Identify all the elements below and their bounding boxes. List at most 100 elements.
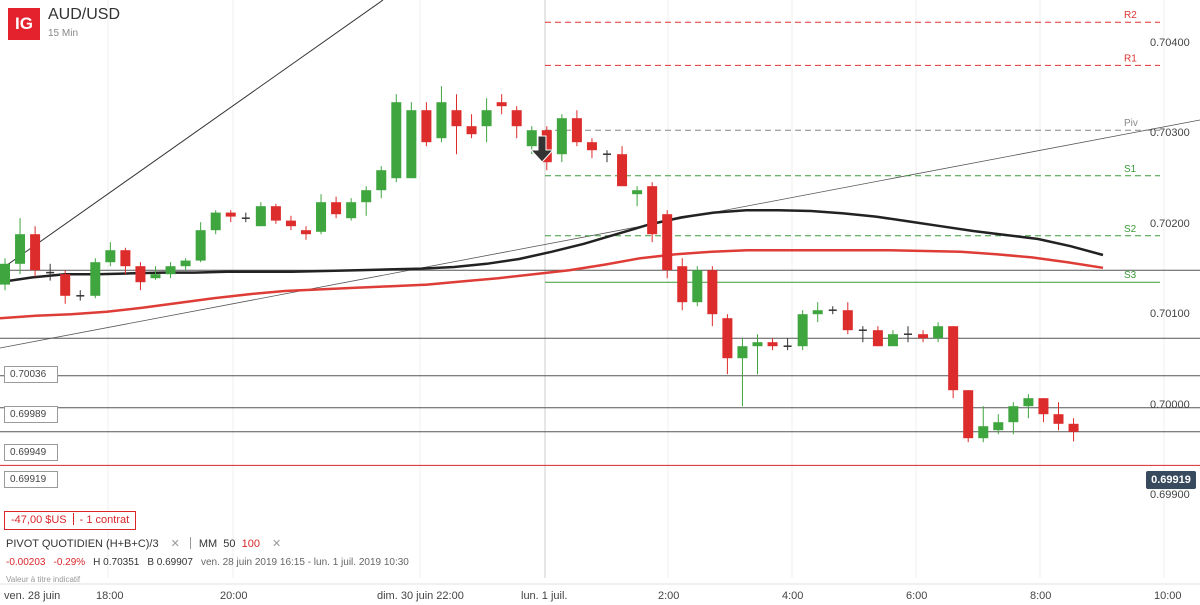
candle (993, 414, 1004, 435)
candle (225, 210, 236, 223)
candle-body (647, 186, 658, 235)
position-pnl-box[interactable]: -47,00 $US - 1 contrat (4, 511, 137, 530)
candle (150, 266, 161, 280)
candle-body (632, 190, 643, 195)
candle (948, 326, 959, 399)
candle-body (436, 102, 447, 139)
candle-body (165, 266, 176, 275)
candle (15, 218, 26, 275)
candle (797, 310, 808, 351)
candle (737, 338, 748, 407)
x-axis-tick-label: 8:00 (1030, 590, 1051, 602)
candle (361, 186, 372, 216)
candle-body (662, 214, 673, 271)
candle (285, 215, 296, 231)
candle (60, 270, 71, 304)
x-axis-tick-label: ven. 28 juin (4, 590, 60, 602)
position-pnl: -47,00 $US (11, 514, 67, 526)
candle-body (963, 390, 974, 439)
remove-pivot-close-icon[interactable]: ✕ (170, 538, 180, 550)
candle-body (767, 342, 778, 347)
indicator-legend: PIVOT QUOTIDIEN (H+B+C)/3 ✕ MM 50 100 ✕ (6, 537, 291, 550)
candle (105, 242, 116, 267)
x-axis-tick-label: 2:00 (658, 590, 679, 602)
candle (722, 314, 733, 375)
candle (662, 210, 673, 279)
candle-body (30, 234, 41, 271)
level-label: 0.69919 (4, 471, 58, 488)
candle-body (993, 422, 1004, 431)
candle-body (105, 250, 116, 263)
candle (76, 290, 85, 301)
candle-body (797, 314, 808, 347)
candle-body (1008, 406, 1019, 423)
trend-line (0, 0, 384, 271)
candle (195, 222, 206, 263)
candle (451, 94, 462, 155)
candle-body (391, 102, 402, 179)
candle (828, 306, 837, 315)
candle (331, 196, 342, 219)
candle-body (872, 330, 883, 347)
price-change: -0.00203 (6, 557, 46, 568)
candle-body (90, 262, 101, 296)
candle-body (677, 266, 688, 303)
candle-body (285, 220, 296, 227)
y-axis-tick-label: 0.69900 (1150, 489, 1190, 501)
candle (511, 106, 522, 139)
candle (241, 212, 250, 223)
date-range: ven. 28 juin 2019 16:15 - lun. 1 juil. 2… (200, 557, 409, 568)
candle (376, 166, 387, 199)
candle-body (0, 263, 10, 285)
x-axis-tick-label: lun. 1 juil. (521, 590, 567, 602)
candle (180, 258, 191, 271)
candle-body (933, 326, 944, 339)
candle (210, 210, 221, 235)
instrument-title: AUD/USD (48, 6, 121, 23)
candle (858, 326, 867, 343)
candle-body (120, 250, 131, 267)
candle (887, 330, 898, 347)
candle (346, 198, 357, 221)
pivot-indicator-label[interactable]: PIVOT QUOTIDIEN (H+B+C)/3 (6, 538, 159, 550)
candle (541, 126, 552, 171)
candle (120, 247, 131, 275)
pivot-label: Piv (1124, 118, 1138, 129)
candle-body (346, 202, 357, 219)
position-size: - 1 contrat (79, 514, 130, 526)
candle-body (1038, 398, 1049, 415)
candle (165, 262, 176, 279)
candle-body (135, 266, 146, 283)
candle-body (526, 130, 537, 147)
candle (1008, 402, 1019, 435)
candle (556, 114, 567, 163)
candle-body (887, 334, 898, 347)
pivot-label: S1 (1124, 164, 1137, 175)
candle-body (692, 270, 703, 303)
candle (436, 86, 447, 143)
candle-body (270, 206, 281, 221)
candle (135, 262, 146, 291)
candle (692, 266, 703, 307)
timeframe-label: 15 Min (48, 28, 79, 39)
y-axis-tick-label: 0.70200 (1150, 218, 1190, 230)
y-axis-tick-label: 0.70100 (1150, 308, 1190, 320)
remove-ma-close-icon[interactable]: ✕ (272, 538, 282, 550)
y-axis-tick-label: 0.70400 (1150, 37, 1190, 49)
candle (707, 266, 718, 327)
candle-body (842, 310, 853, 331)
candle (255, 202, 266, 227)
candle-body (406, 110, 417, 179)
ma-indicator-label[interactable]: MM (198, 538, 218, 550)
pivot-label: S2 (1124, 224, 1137, 235)
candle (978, 406, 989, 443)
candle-body (301, 230, 311, 235)
candle (316, 194, 327, 235)
candle (603, 150, 611, 163)
candle-body (707, 270, 718, 315)
candle-body (586, 142, 597, 151)
y-axis-tick-label: 0.70300 (1150, 127, 1190, 139)
x-axis-tick-label: 10:00 (1154, 590, 1182, 602)
